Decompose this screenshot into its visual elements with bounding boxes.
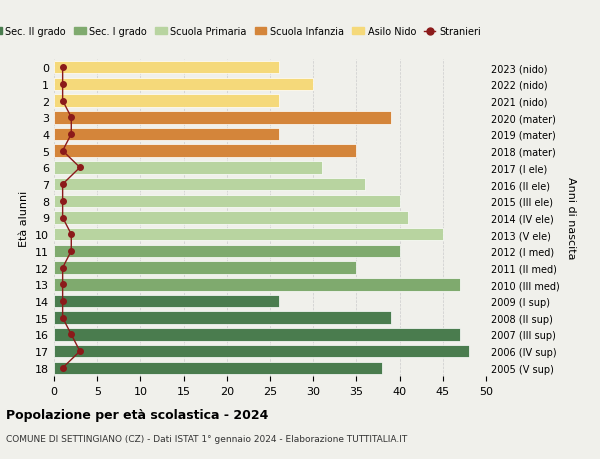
Bar xyxy=(54,78,313,91)
Legend: Sec. II grado, Sec. I grado, Scuola Primaria, Scuola Infanzia, Asilo Nido, Stran: Sec. II grado, Sec. I grado, Scuola Prim… xyxy=(0,23,485,41)
Bar xyxy=(54,362,382,374)
Text: COMUNE DI SETTINGIANO (CZ) - Dati ISTAT 1° gennaio 2024 - Elaborazione TUTTITALI: COMUNE DI SETTINGIANO (CZ) - Dati ISTAT … xyxy=(6,434,407,442)
Bar xyxy=(54,145,356,157)
Bar xyxy=(54,312,391,325)
Y-axis label: Anni di nascita: Anni di nascita xyxy=(566,177,576,259)
Text: Popolazione per età scolastica - 2024: Popolazione per età scolastica - 2024 xyxy=(6,408,268,421)
Bar xyxy=(54,112,391,124)
Bar xyxy=(54,229,443,241)
Y-axis label: Età alunni: Età alunni xyxy=(19,190,29,246)
Bar xyxy=(54,195,400,207)
Bar xyxy=(54,279,460,291)
Bar xyxy=(54,162,322,174)
Bar xyxy=(54,95,278,107)
Bar xyxy=(54,179,365,191)
Bar xyxy=(54,295,278,308)
Bar xyxy=(54,245,400,257)
Bar xyxy=(54,345,469,358)
Bar xyxy=(54,62,278,74)
Bar xyxy=(54,329,460,341)
Bar xyxy=(54,212,408,224)
Bar xyxy=(54,129,278,141)
Bar xyxy=(54,262,356,274)
